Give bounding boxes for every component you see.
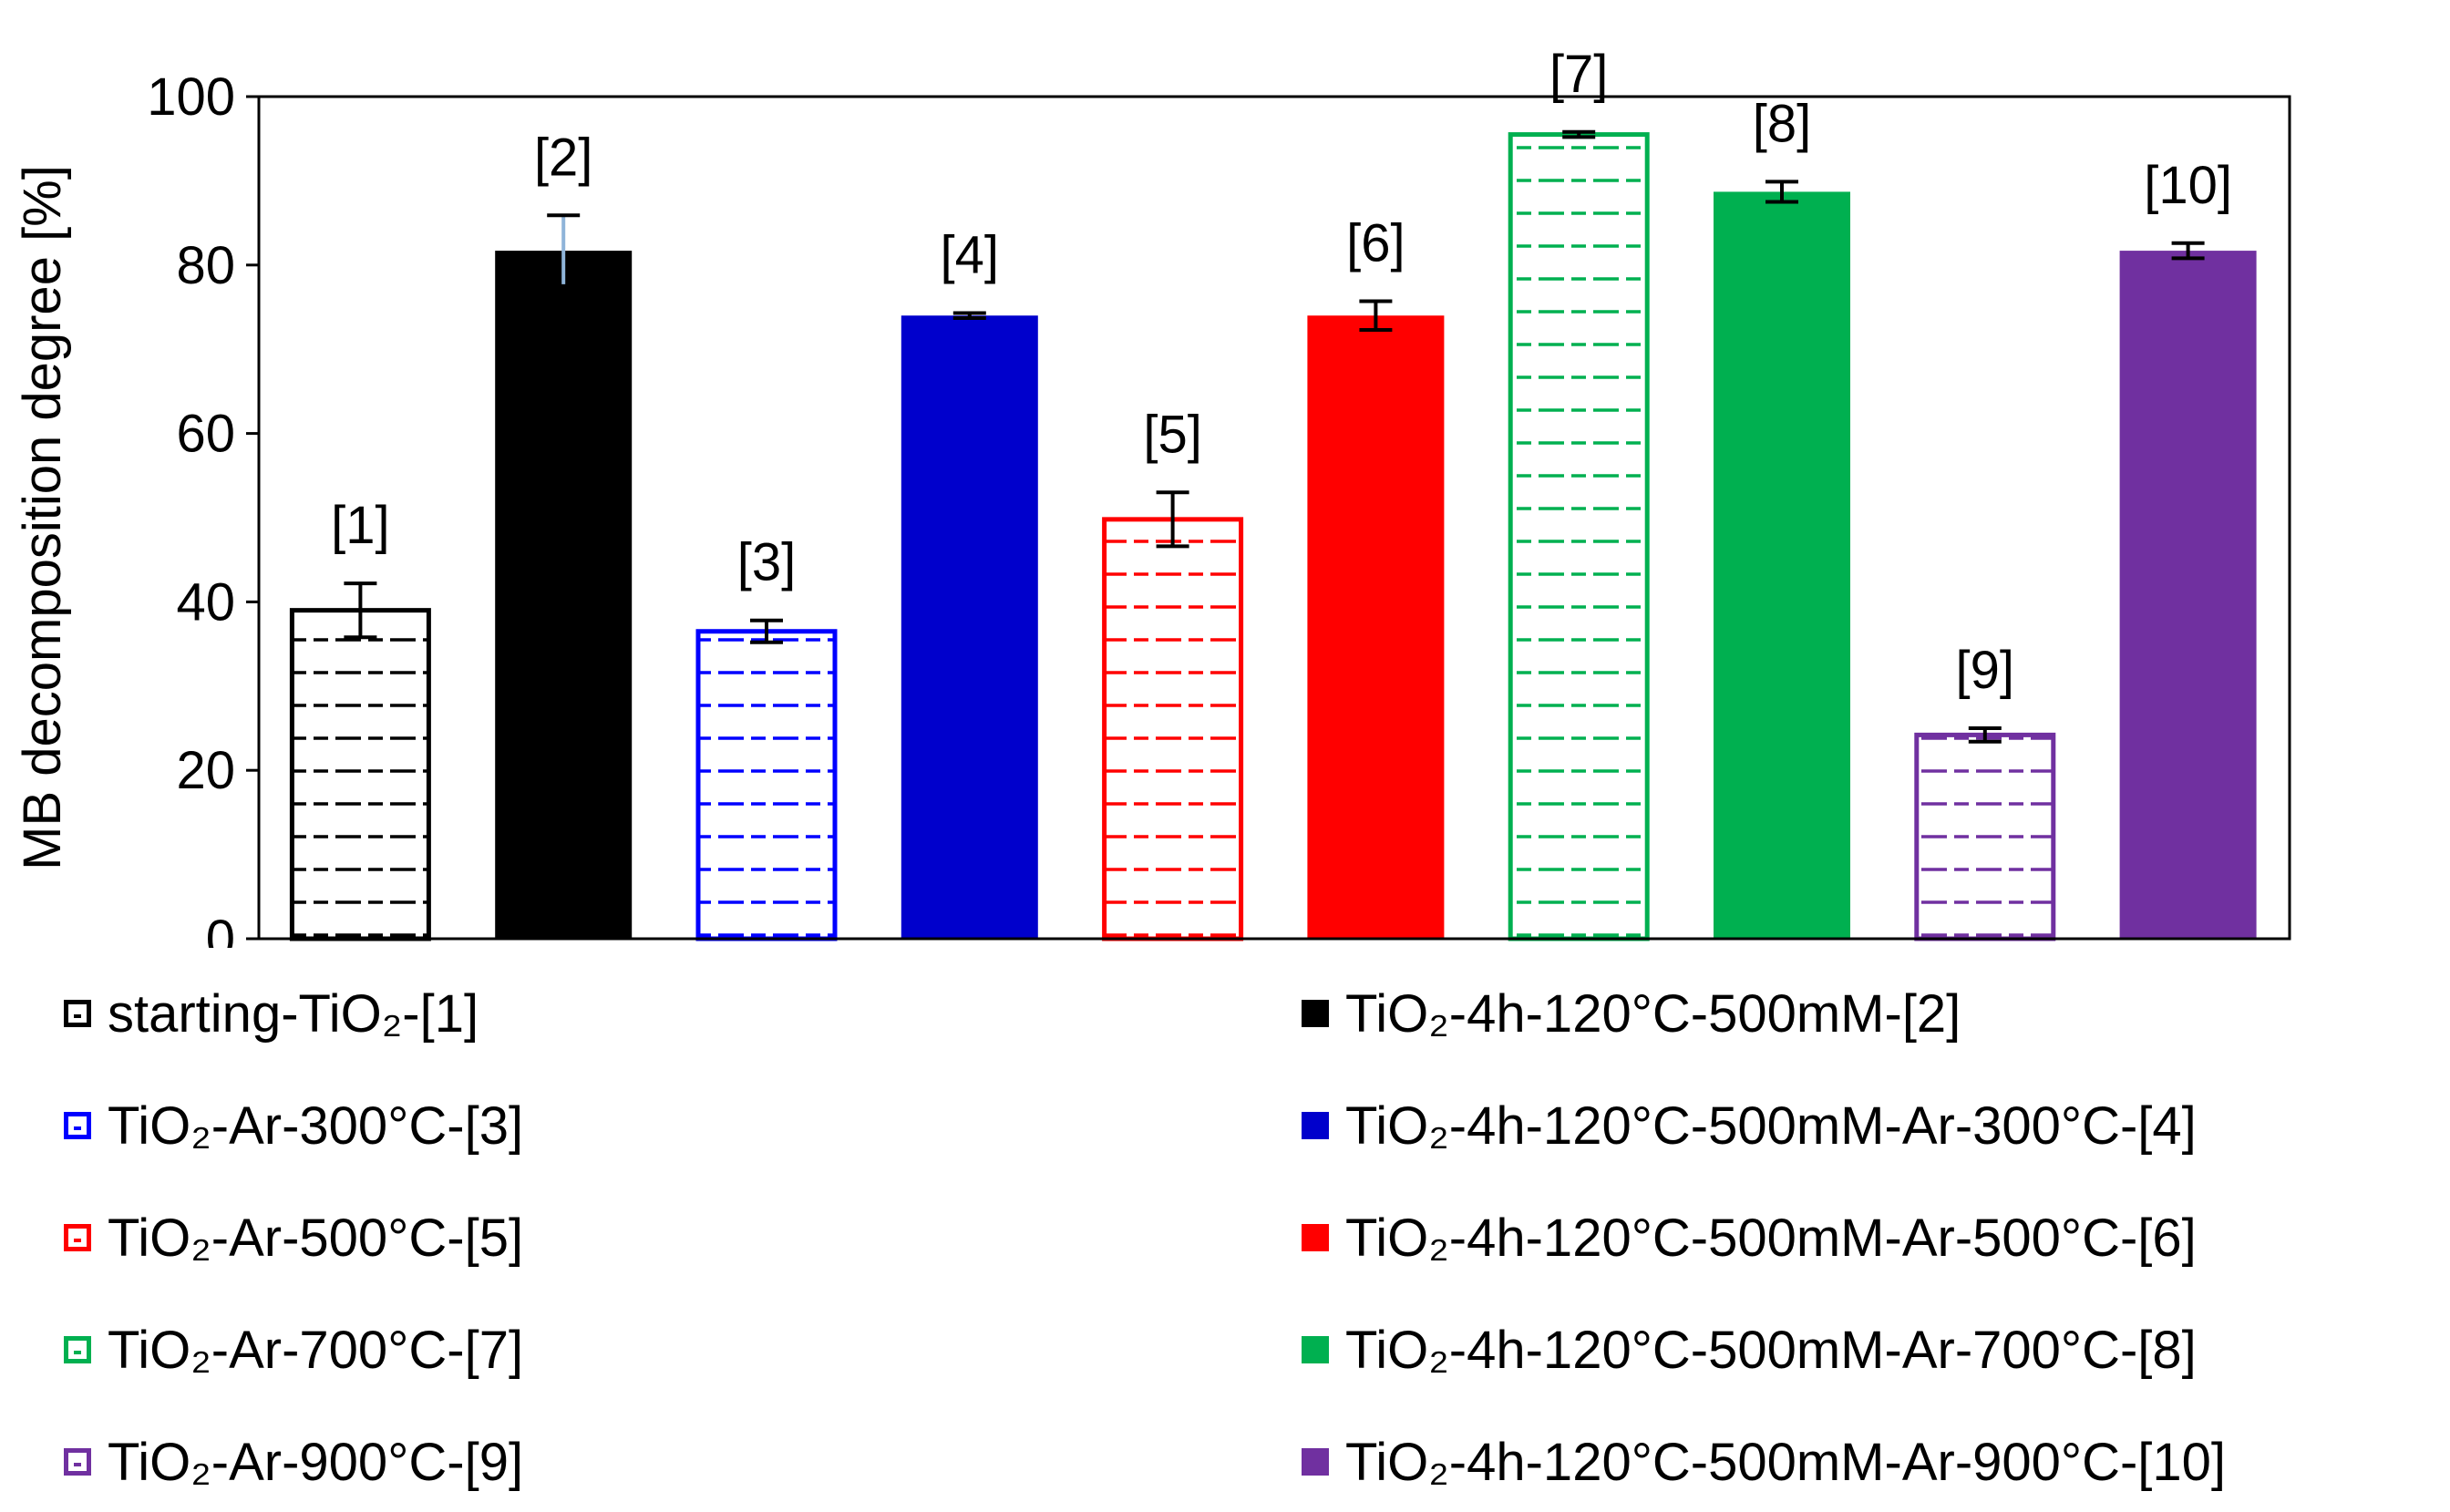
legend-label-8: TiO₂-4h-120°C-500mM-Ar-700°C-[8] — [1345, 1320, 2197, 1380]
legend-label-9: TiO₂-Ar-900°C-[9] — [108, 1432, 524, 1492]
legend-swatch-1 — [64, 1000, 91, 1027]
y-tick-label: 40 — [176, 572, 235, 632]
plot-area-border — [257, 95, 2291, 941]
y-tick-label: 20 — [176, 741, 235, 800]
y-axis-label-group: MB decomposition degree [%] — [13, 165, 72, 870]
legend-item-7: TiO₂-Ar-700°C-[7] — [64, 1304, 523, 1395]
legend-swatch-4 — [1302, 1112, 1329, 1139]
bar-label-7: [7] — [1549, 45, 1609, 104]
bar-4 — [901, 315, 1038, 939]
y-tick-label: 80 — [176, 236, 235, 295]
bar-label-2: [2] — [534, 128, 593, 187]
bar-chart: MB decomposition degree [%] 0 20 40 60 80 100… — [13, 45, 2291, 948]
legend-item-5: TiO₂-Ar-500°C-[5] — [64, 1192, 523, 1283]
legend-label-4: TiO₂-4h-120°C-500mM-Ar-300°C-[4] — [1345, 1095, 2197, 1156]
bar-1 — [289, 608, 431, 941]
legend-item-2: TiO₂-4h-120°C-500mM-[2] — [1302, 968, 1961, 1059]
bar-3 — [695, 629, 838, 941]
bars — [289, 129, 2257, 941]
legend-item-6: TiO₂-4h-120°C-500mM-Ar-500°C-[6] — [1302, 1192, 2197, 1283]
legend-swatch-10 — [1302, 1448, 1329, 1476]
legend-swatch-2 — [1302, 1000, 1329, 1027]
legend-label-10: TiO₂-4h-120°C-500mM-Ar-900°C-[10] — [1345, 1432, 2227, 1492]
legend-item-3: TiO₂-Ar-300°C-[3] — [64, 1080, 523, 1171]
legend-label-1: starting-TiO₂-[1] — [108, 983, 479, 1044]
legend-item-4: TiO₂-4h-120°C-500mM-Ar-300°C-[4] — [1302, 1080, 2197, 1171]
legend-item-1: starting-TiO₂-[1] — [64, 968, 479, 1059]
bar-labels: [1] [2] [3] [4] [5] [6] [7] [8] [9] [10] — [331, 45, 2232, 700]
bar-label-5: [5] — [1143, 405, 1202, 464]
bar-label-9: [9] — [1956, 641, 2015, 700]
legend-swatch-8 — [1302, 1336, 1329, 1363]
y-tick-label: 0 — [206, 910, 235, 948]
legend-label-5: TiO₂-Ar-500°C-[5] — [108, 1208, 524, 1268]
y-tick-label: 60 — [176, 405, 235, 464]
legend-label-7: TiO₂-Ar-700°C-[7] — [108, 1320, 524, 1380]
bar-9 — [1914, 732, 2056, 941]
bar-label-10: [10] — [2144, 156, 2232, 215]
bar-label-6: [6] — [1346, 214, 1405, 273]
legend: starting-TiO₂-[1] TiO₂-4h-120°C-500mM-[2]… — [0, 948, 2450, 1512]
y-tick-label: 100 — [147, 67, 235, 127]
y-axis-label: MB decomposition degree [%] — [13, 165, 72, 870]
legend-swatch-3 — [64, 1112, 91, 1139]
legend-swatch-5 — [64, 1224, 91, 1251]
bar-2 — [495, 251, 633, 939]
bar-label-4: [4] — [941, 225, 1000, 284]
legend-swatch-7 — [64, 1336, 91, 1363]
bar-7 — [1508, 132, 1650, 941]
bar-label-1: [1] — [331, 496, 390, 555]
legend-item-10: TiO₂-4h-120°C-500mM-Ar-900°C-[10] — [1302, 1416, 2226, 1507]
y-axis-ticks: 0 20 40 60 80 100 — [147, 67, 259, 948]
legend-swatch-6 — [1302, 1224, 1329, 1251]
legend-swatch-9 — [64, 1448, 91, 1476]
legend-label-2: TiO₂-4h-120°C-500mM-[2] — [1345, 983, 1961, 1044]
plot-frame — [257, 95, 2291, 941]
legend-item-9: TiO₂-Ar-900°C-[9] — [64, 1416, 523, 1507]
bar-8 — [1714, 191, 1850, 940]
bar-label-8: [8] — [1753, 94, 1812, 153]
bar-5 — [1102, 517, 1244, 941]
bar-label-3: [3] — [737, 533, 797, 592]
legend-label-3: TiO₂-Ar-300°C-[3] — [108, 1095, 524, 1156]
bar-6 — [1307, 315, 1445, 939]
bar-10 — [2119, 251, 2257, 939]
legend-label-6: TiO₂-4h-120°C-500mM-Ar-500°C-[6] — [1345, 1208, 2197, 1268]
legend-item-8: TiO₂-4h-120°C-500mM-Ar-700°C-[8] — [1302, 1304, 2197, 1395]
